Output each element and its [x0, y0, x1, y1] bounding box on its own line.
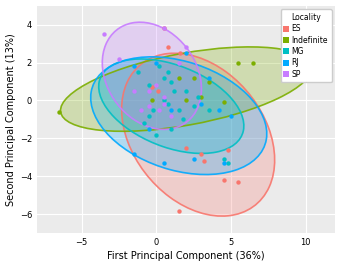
Point	[183, 146, 189, 150]
Point	[191, 104, 196, 108]
Point	[216, 108, 222, 112]
Point	[221, 161, 226, 165]
Point	[131, 64, 137, 68]
Point	[166, 102, 171, 107]
Point	[116, 57, 122, 61]
Point	[161, 26, 166, 30]
Point	[176, 60, 181, 65]
Point	[151, 108, 156, 112]
Point	[202, 159, 207, 163]
Point	[168, 79, 174, 84]
Point	[183, 98, 189, 103]
Point	[166, 70, 171, 74]
Point	[191, 76, 196, 80]
Point	[161, 98, 166, 103]
Point	[154, 83, 159, 88]
Point	[221, 178, 226, 182]
Point	[198, 152, 204, 156]
Point	[154, 132, 159, 137]
Point	[236, 180, 241, 184]
Point	[178, 51, 183, 55]
Point	[183, 89, 189, 93]
Point	[131, 152, 137, 156]
Point	[225, 161, 231, 165]
Point	[206, 79, 211, 84]
Point	[195, 95, 201, 99]
Point	[236, 60, 241, 65]
Ellipse shape	[99, 59, 244, 154]
Point	[183, 45, 189, 49]
Point	[228, 113, 234, 118]
Point	[166, 45, 171, 49]
Point	[157, 108, 162, 112]
Point	[142, 121, 147, 125]
Point	[172, 89, 177, 93]
Point	[131, 89, 137, 93]
Point	[161, 102, 166, 107]
Point	[191, 157, 196, 162]
Point	[146, 89, 152, 93]
Point	[57, 110, 62, 114]
Point	[161, 76, 166, 80]
Point	[168, 108, 174, 112]
Ellipse shape	[60, 47, 312, 131]
Point	[149, 85, 154, 89]
Point	[180, 117, 186, 122]
Point	[198, 102, 204, 107]
Point	[221, 157, 226, 162]
Point	[146, 104, 152, 108]
Point	[176, 209, 181, 213]
Point	[149, 98, 154, 103]
Point	[225, 148, 231, 152]
X-axis label: First Principal Component (36%): First Principal Component (36%)	[107, 252, 265, 261]
Legend: ES, Indefinite, MG, RJ, SP: ES, Indefinite, MG, RJ, SP	[281, 9, 332, 83]
Point	[168, 113, 174, 118]
Point	[251, 60, 256, 65]
Point	[146, 127, 152, 131]
Ellipse shape	[122, 53, 275, 216]
Y-axis label: Second Principal Component (13%): Second Principal Component (13%)	[5, 33, 16, 206]
Point	[176, 108, 181, 112]
Point	[154, 60, 159, 65]
Point	[183, 51, 189, 55]
Point	[101, 32, 107, 36]
Point	[146, 83, 152, 88]
Point	[136, 70, 141, 74]
Ellipse shape	[102, 22, 202, 129]
Point	[221, 100, 226, 105]
Point	[139, 108, 144, 112]
Point	[168, 127, 174, 131]
Point	[155, 89, 161, 93]
Point	[176, 76, 181, 80]
Point	[206, 76, 211, 80]
Point	[198, 95, 204, 99]
Point	[146, 113, 152, 118]
Point	[157, 64, 162, 68]
Point	[161, 161, 166, 165]
Point	[161, 26, 166, 30]
Ellipse shape	[91, 57, 267, 175]
Point	[161, 95, 166, 99]
Point	[206, 108, 211, 112]
